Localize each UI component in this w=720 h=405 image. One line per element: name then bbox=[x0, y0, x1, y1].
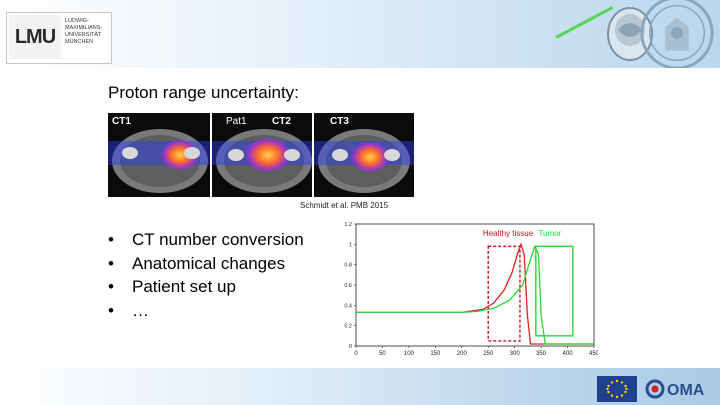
bullet-dot: • bbox=[108, 277, 114, 296]
bullet-dot: • bbox=[108, 300, 114, 320]
series-line bbox=[356, 244, 594, 345]
region-box bbox=[535, 245, 574, 337]
x-tick-label: 450 bbox=[589, 351, 598, 357]
y-tick-label: 0.8 bbox=[344, 263, 352, 269]
y-tick-label: 0.6 bbox=[344, 283, 352, 289]
region-box bbox=[487, 245, 521, 342]
ct-scans bbox=[108, 113, 414, 197]
slide-title: Proton range uncertainty: bbox=[108, 83, 299, 102]
x-tick-label: 200 bbox=[457, 351, 468, 357]
x-tick-label: 50 bbox=[379, 351, 386, 357]
ct-label-ct3: CT3 bbox=[330, 116, 349, 127]
x-tick-label: 300 bbox=[510, 351, 521, 357]
y-tick-label: 0 bbox=[349, 344, 352, 350]
x-tick-label: 150 bbox=[430, 351, 441, 357]
lmu-logo-subtext: LUDWIG- MAXIMILIANS- UNIVERSITÄT MÜNCHEN bbox=[65, 18, 103, 45]
head-scan-graphic bbox=[607, 7, 653, 61]
citation: Schmidt et al. PMB 2015 bbox=[300, 201, 389, 210]
oma-logo: OMA bbox=[645, 379, 705, 399]
ct-scan-1 bbox=[108, 129, 210, 193]
ct-scan-3 bbox=[312, 113, 414, 197]
bullet-list: • CT number conversion • Anatomical change… bbox=[108, 228, 304, 322]
lmu-logo: LMU LUDWIG- MAXIMILIANS- UNIVERSITÄT MÜN… bbox=[6, 12, 112, 64]
annotation-tumor: Tumor bbox=[538, 229, 561, 238]
header-banner: LMU LUDWIG- MAXIMILIANS- UNIVERSITÄT MÜN… bbox=[0, 0, 720, 68]
lmu-logo-mark: LMU bbox=[9, 15, 61, 59]
bullet-item: • Anatomical changes bbox=[108, 252, 304, 276]
bullet-item: •… bbox=[108, 299, 304, 323]
y-tick-label: 1 bbox=[349, 242, 352, 248]
bullet-dot: • bbox=[108, 230, 114, 249]
y-tick-label: 1.2 bbox=[344, 222, 352, 228]
y-tick-label: 0.2 bbox=[344, 324, 352, 330]
bullet-item: • Patient set up bbox=[108, 275, 304, 299]
x-tick-label: 400 bbox=[563, 351, 574, 357]
bullet-item: • CT number conversion bbox=[108, 228, 304, 252]
x-tick-label: 350 bbox=[536, 351, 547, 357]
x-tick-label: 250 bbox=[483, 351, 494, 357]
annotation-healthy-tissue: Healthy tissue bbox=[483, 229, 534, 238]
series-line bbox=[356, 242, 594, 345]
ct-comparison-image: CT1 Pat1 CT2 CT3 bbox=[108, 113, 414, 197]
ct-label-ct1: CT1 bbox=[112, 116, 131, 127]
y-tick-label: 0.4 bbox=[344, 303, 352, 309]
ct-label-ct2: CT2 bbox=[272, 116, 291, 127]
x-tick-label: 0 bbox=[354, 351, 358, 357]
oma-logo-text: OMA bbox=[667, 382, 705, 399]
bullet-dot: • bbox=[108, 253, 114, 273]
ct-label-pat1: Pat1 bbox=[226, 116, 247, 127]
dose-depth-chart: 0 50 100 150 200 250 300 350 400 450 0 0.2 0.4 0.6 0.8… bbox=[344, 222, 598, 357]
x-tick-label: 100 bbox=[404, 351, 415, 357]
ct-scan-2 bbox=[210, 113, 312, 197]
eu-flag-logo bbox=[597, 376, 637, 402]
plot-frame bbox=[355, 223, 595, 347]
university-seal bbox=[640, 0, 714, 68]
